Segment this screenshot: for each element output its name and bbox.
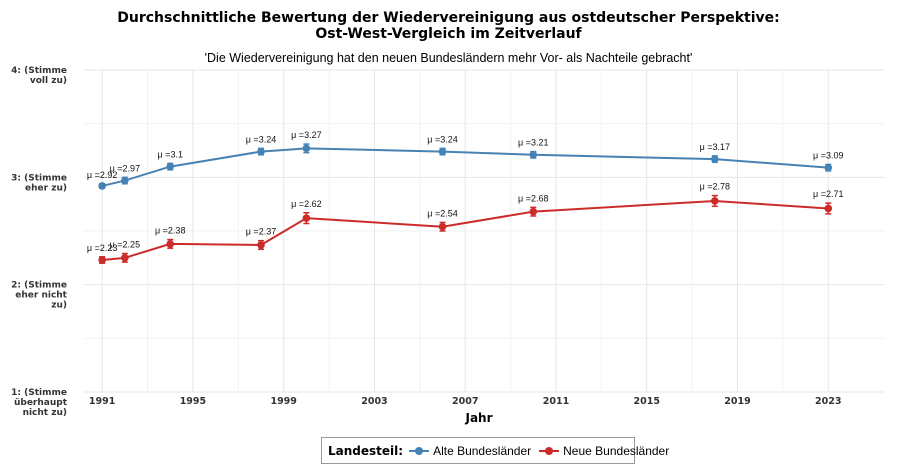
y-tick-label-line: 2: (Stimme bbox=[11, 281, 67, 291]
data-label: μ =3.1 bbox=[158, 149, 183, 159]
y-tick-label-line: 1: (Stimme bbox=[11, 388, 67, 398]
y-tick-label: 3: (Stimme eher zu) bbox=[11, 173, 67, 193]
x-tick-label: 2011 bbox=[543, 396, 569, 407]
data-point bbox=[438, 147, 447, 156]
y-tick-label-line: 3: (Stimme bbox=[11, 173, 67, 183]
data-label: μ =3.09 bbox=[813, 150, 843, 160]
data-label: μ =2.37 bbox=[246, 227, 276, 237]
x-tick-label: 2007 bbox=[452, 396, 478, 407]
y-tick-label-line: eher nicht bbox=[15, 291, 67, 301]
data-point bbox=[98, 256, 106, 264]
data-label: μ =2.23 bbox=[87, 243, 117, 253]
y-tick-label-line: nicht zu) bbox=[23, 408, 67, 418]
data-label: μ =2.54 bbox=[427, 208, 457, 218]
chart-title-line2: Ost-West-Vergleich im Zeitverlauf bbox=[315, 26, 582, 42]
legend: Landesteil: Alte Bundesländer Neue Bunde… bbox=[321, 437, 669, 464]
grid-lines bbox=[84, 69, 885, 393]
y-tick-label-line: 4: (Stimme bbox=[11, 66, 67, 76]
data-label: μ =2.25 bbox=[110, 240, 140, 250]
legend-item-alte-bundeslaender: Alte Bundesländer bbox=[409, 444, 531, 458]
legend-label-alte: Alte Bundesländer bbox=[433, 443, 532, 458]
data-label: μ =2.38 bbox=[155, 226, 185, 236]
data-point bbox=[824, 204, 833, 213]
data-point bbox=[257, 147, 265, 156]
data-point bbox=[711, 155, 719, 163]
series-neue: μ =2.23μ =2.25 μ =2.38 μ =2.37 μ =2.62 μ =2.… bbox=[87, 182, 844, 264]
y-tick-label-line: voll zu) bbox=[30, 76, 67, 86]
y-tick-label-line: zu) bbox=[51, 301, 67, 311]
data-label: μ =3.24 bbox=[427, 134, 457, 144]
y-tick-label: 4: (Stimme voll zu) bbox=[11, 66, 67, 86]
x-tick-label: 1999 bbox=[270, 396, 296, 407]
data-label: μ =3.27 bbox=[291, 130, 321, 140]
x-tick-label: 2003 bbox=[361, 396, 387, 407]
x-tick-label: 2019 bbox=[724, 396, 750, 407]
data-point bbox=[302, 144, 311, 153]
series-layer: μ =2.92μ =2.97 μ =3.1 μ =3.24 μ =3.27 μ =3.2… bbox=[87, 130, 844, 264]
data-point bbox=[438, 222, 447, 231]
data-point bbox=[529, 150, 538, 159]
data-point bbox=[166, 240, 175, 248]
data-point bbox=[257, 241, 265, 249]
data-label: μ =2.68 bbox=[518, 193, 548, 203]
series-alte: μ =2.92μ =2.97 μ =3.1 μ =3.24 μ =3.27 μ =3.2… bbox=[87, 130, 844, 190]
x-tick-label: 1995 bbox=[180, 396, 206, 407]
legend-title: Landesteil: bbox=[328, 443, 404, 458]
y-tick-label: 1: (Stimme überhaupt nicht zu) bbox=[11, 388, 68, 418]
legend-label-neue: Neue Bundesländer bbox=[563, 443, 670, 458]
data-point bbox=[711, 197, 719, 205]
data-label: μ =2.78 bbox=[700, 182, 730, 192]
data-label: μ =3.24 bbox=[246, 134, 276, 144]
data-label: μ =2.71 bbox=[813, 189, 843, 199]
y-tick-label: 2: (Stimme eher nicht zu) bbox=[11, 281, 68, 311]
legend-key-neue-icon bbox=[539, 446, 560, 456]
legend-item-neue-bundeslaender: Neue Bundesländer bbox=[539, 444, 669, 458]
chart-subtitle: 'Die Wiedervereinigung hat den neuen Bun… bbox=[204, 51, 693, 65]
x-axis-label: Jahr bbox=[464, 411, 492, 425]
data-point bbox=[121, 176, 129, 185]
data-label: μ =2.62 bbox=[291, 199, 321, 209]
legend-key-alte-icon bbox=[409, 446, 430, 456]
data-point bbox=[824, 163, 833, 172]
data-point bbox=[98, 182, 106, 190]
data-label: μ =3.21 bbox=[518, 138, 548, 148]
chart-title: Durchschnittliche Bewertung der Wiederve… bbox=[117, 10, 780, 26]
data-label: μ =3.17 bbox=[700, 142, 730, 152]
x-tick-label: 1991 bbox=[89, 396, 115, 407]
x-tick-label: 2023 bbox=[815, 396, 841, 407]
data-point bbox=[166, 162, 175, 171]
data-point bbox=[302, 214, 311, 222]
data-point bbox=[121, 254, 129, 262]
data-label: μ =2.92 bbox=[87, 170, 117, 180]
y-tick-label-line: eher zu) bbox=[25, 183, 67, 193]
data-point bbox=[529, 207, 538, 216]
data-label: μ =2.97 bbox=[110, 163, 140, 173]
x-axis-tick-labels: 1991 1995 1999 2003 2007 2011 2015 2019 2023 bbox=[89, 396, 842, 407]
y-tick-label-line: überhaupt bbox=[14, 398, 68, 408]
x-tick-label: 2015 bbox=[634, 396, 660, 407]
y-axis-tick-labels: 1: (Stimme überhaupt nicht zu)2: (Stimme eh… bbox=[11, 66, 68, 418]
